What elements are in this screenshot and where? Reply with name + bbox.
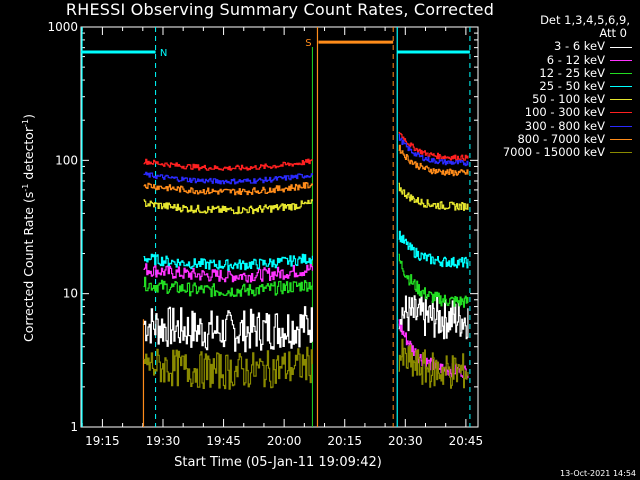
series-line [143, 276, 313, 298]
legend-item: 50 - 100 keV [480, 92, 636, 107]
x-tick-label: 20:30 [388, 434, 423, 448]
series-line [398, 144, 469, 177]
legend-swatch [610, 112, 632, 114]
series-line [143, 263, 313, 283]
legend-swatch [610, 138, 632, 140]
legend-label: 3 - 6 keV [554, 39, 605, 54]
series-line [143, 171, 313, 185]
legend-item: 12 - 25 keV [480, 65, 636, 80]
axes: 1 10 100 1000 19:15 19:30 19:45 20:00 20:15 20:30… [47, 20, 483, 448]
legend-swatch [610, 86, 632, 88]
annotation-label: S [305, 38, 311, 49]
series-25-50-kev [143, 230, 469, 271]
series-300-800-kev [143, 133, 469, 185]
series-line [143, 199, 313, 215]
legend-header-2: Att 0 [599, 26, 627, 41]
series-line [398, 230, 469, 269]
legend-label: 6 - 12 keV [546, 52, 605, 67]
legend-swatch [610, 59, 632, 61]
series-line [143, 182, 313, 196]
series-line [143, 306, 313, 353]
series-line [398, 133, 469, 167]
legend-label: 7000 - 15000 keV [502, 144, 605, 159]
series-line [398, 295, 469, 340]
legend-label: 50 - 100 keV [532, 92, 605, 107]
legend-item: 3 - 6 keV [480, 40, 636, 53]
x-tick-label: 20:45 [449, 434, 484, 448]
series-800-7000-kev [143, 144, 469, 196]
x-tick-label: 20:15 [327, 434, 362, 448]
x-tick-label: 20:00 [267, 434, 302, 448]
series-7000-15000-kev [143, 338, 469, 390]
annotations: NS [81, 27, 471, 427]
series-100-300-kev [143, 131, 469, 171]
legend-label: 12 - 25 keV [539, 65, 605, 80]
x-tick-label: 19:30 [146, 434, 181, 448]
legend-item: 25 - 50 keV [480, 78, 636, 93]
plot-frame [80, 26, 479, 428]
series-line [398, 131, 469, 161]
legend-item: 7000 - 15000 keV [480, 144, 636, 159]
legend-swatch [610, 99, 632, 101]
legend-header-1: Det 1,3,4,5,6,9, [540, 13, 630, 27]
series-line [398, 182, 469, 211]
legend-item: 6 - 12 keV [480, 52, 636, 67]
legend-swatch [610, 125, 632, 127]
footer-timestamp: 13-Oct-2021 14:54 [560, 469, 636, 478]
series-50-100-kev [143, 182, 469, 215]
y-tick-label: 1 [70, 420, 78, 434]
legend-swatch [610, 46, 632, 48]
legend-label: 100 - 300 keV [524, 105, 605, 120]
legend: Det 1,3,4,5,6,9, Att 0 3 - 6 keV 6 - 12 k… [480, 13, 636, 159]
y-tick-label: 10 [63, 287, 78, 301]
chart-title: RHESSI Observing Summary Count Rates, Co… [65, 0, 495, 19]
x-tick-label: 19:15 [85, 434, 120, 448]
y-axis-label: Corrected Count Rate (s-1 detector-1) [21, 114, 36, 342]
x-axis-label: Start Time (05-Jan-11 19:09:42) [174, 455, 382, 470]
series-line [398, 338, 469, 389]
series-3-6-kev [143, 295, 469, 353]
series-line [143, 346, 313, 390]
series-lines [143, 131, 469, 390]
annotation-label: N [160, 48, 167, 59]
series-12-25-kev [143, 253, 469, 308]
y-tick-label: 1000 [47, 20, 78, 34]
series-line [143, 158, 313, 171]
legend-label: 300 - 800 keV [524, 118, 605, 133]
legend-item: 100 - 300 keV [480, 106, 636, 119]
series-line [143, 253, 313, 271]
legend-item: 300 - 800 keV [480, 118, 636, 133]
legend-label: 25 - 50 keV [539, 78, 605, 93]
x-tick-label: 19:45 [206, 434, 241, 448]
legend-item: 800 - 7000 keV [480, 131, 636, 146]
y-tick-label: 100 [55, 153, 78, 167]
legend-swatch [610, 72, 632, 74]
legend-label: 800 - 7000 keV [517, 131, 605, 146]
legend-swatch [610, 152, 632, 153]
series-line [398, 253, 469, 308]
